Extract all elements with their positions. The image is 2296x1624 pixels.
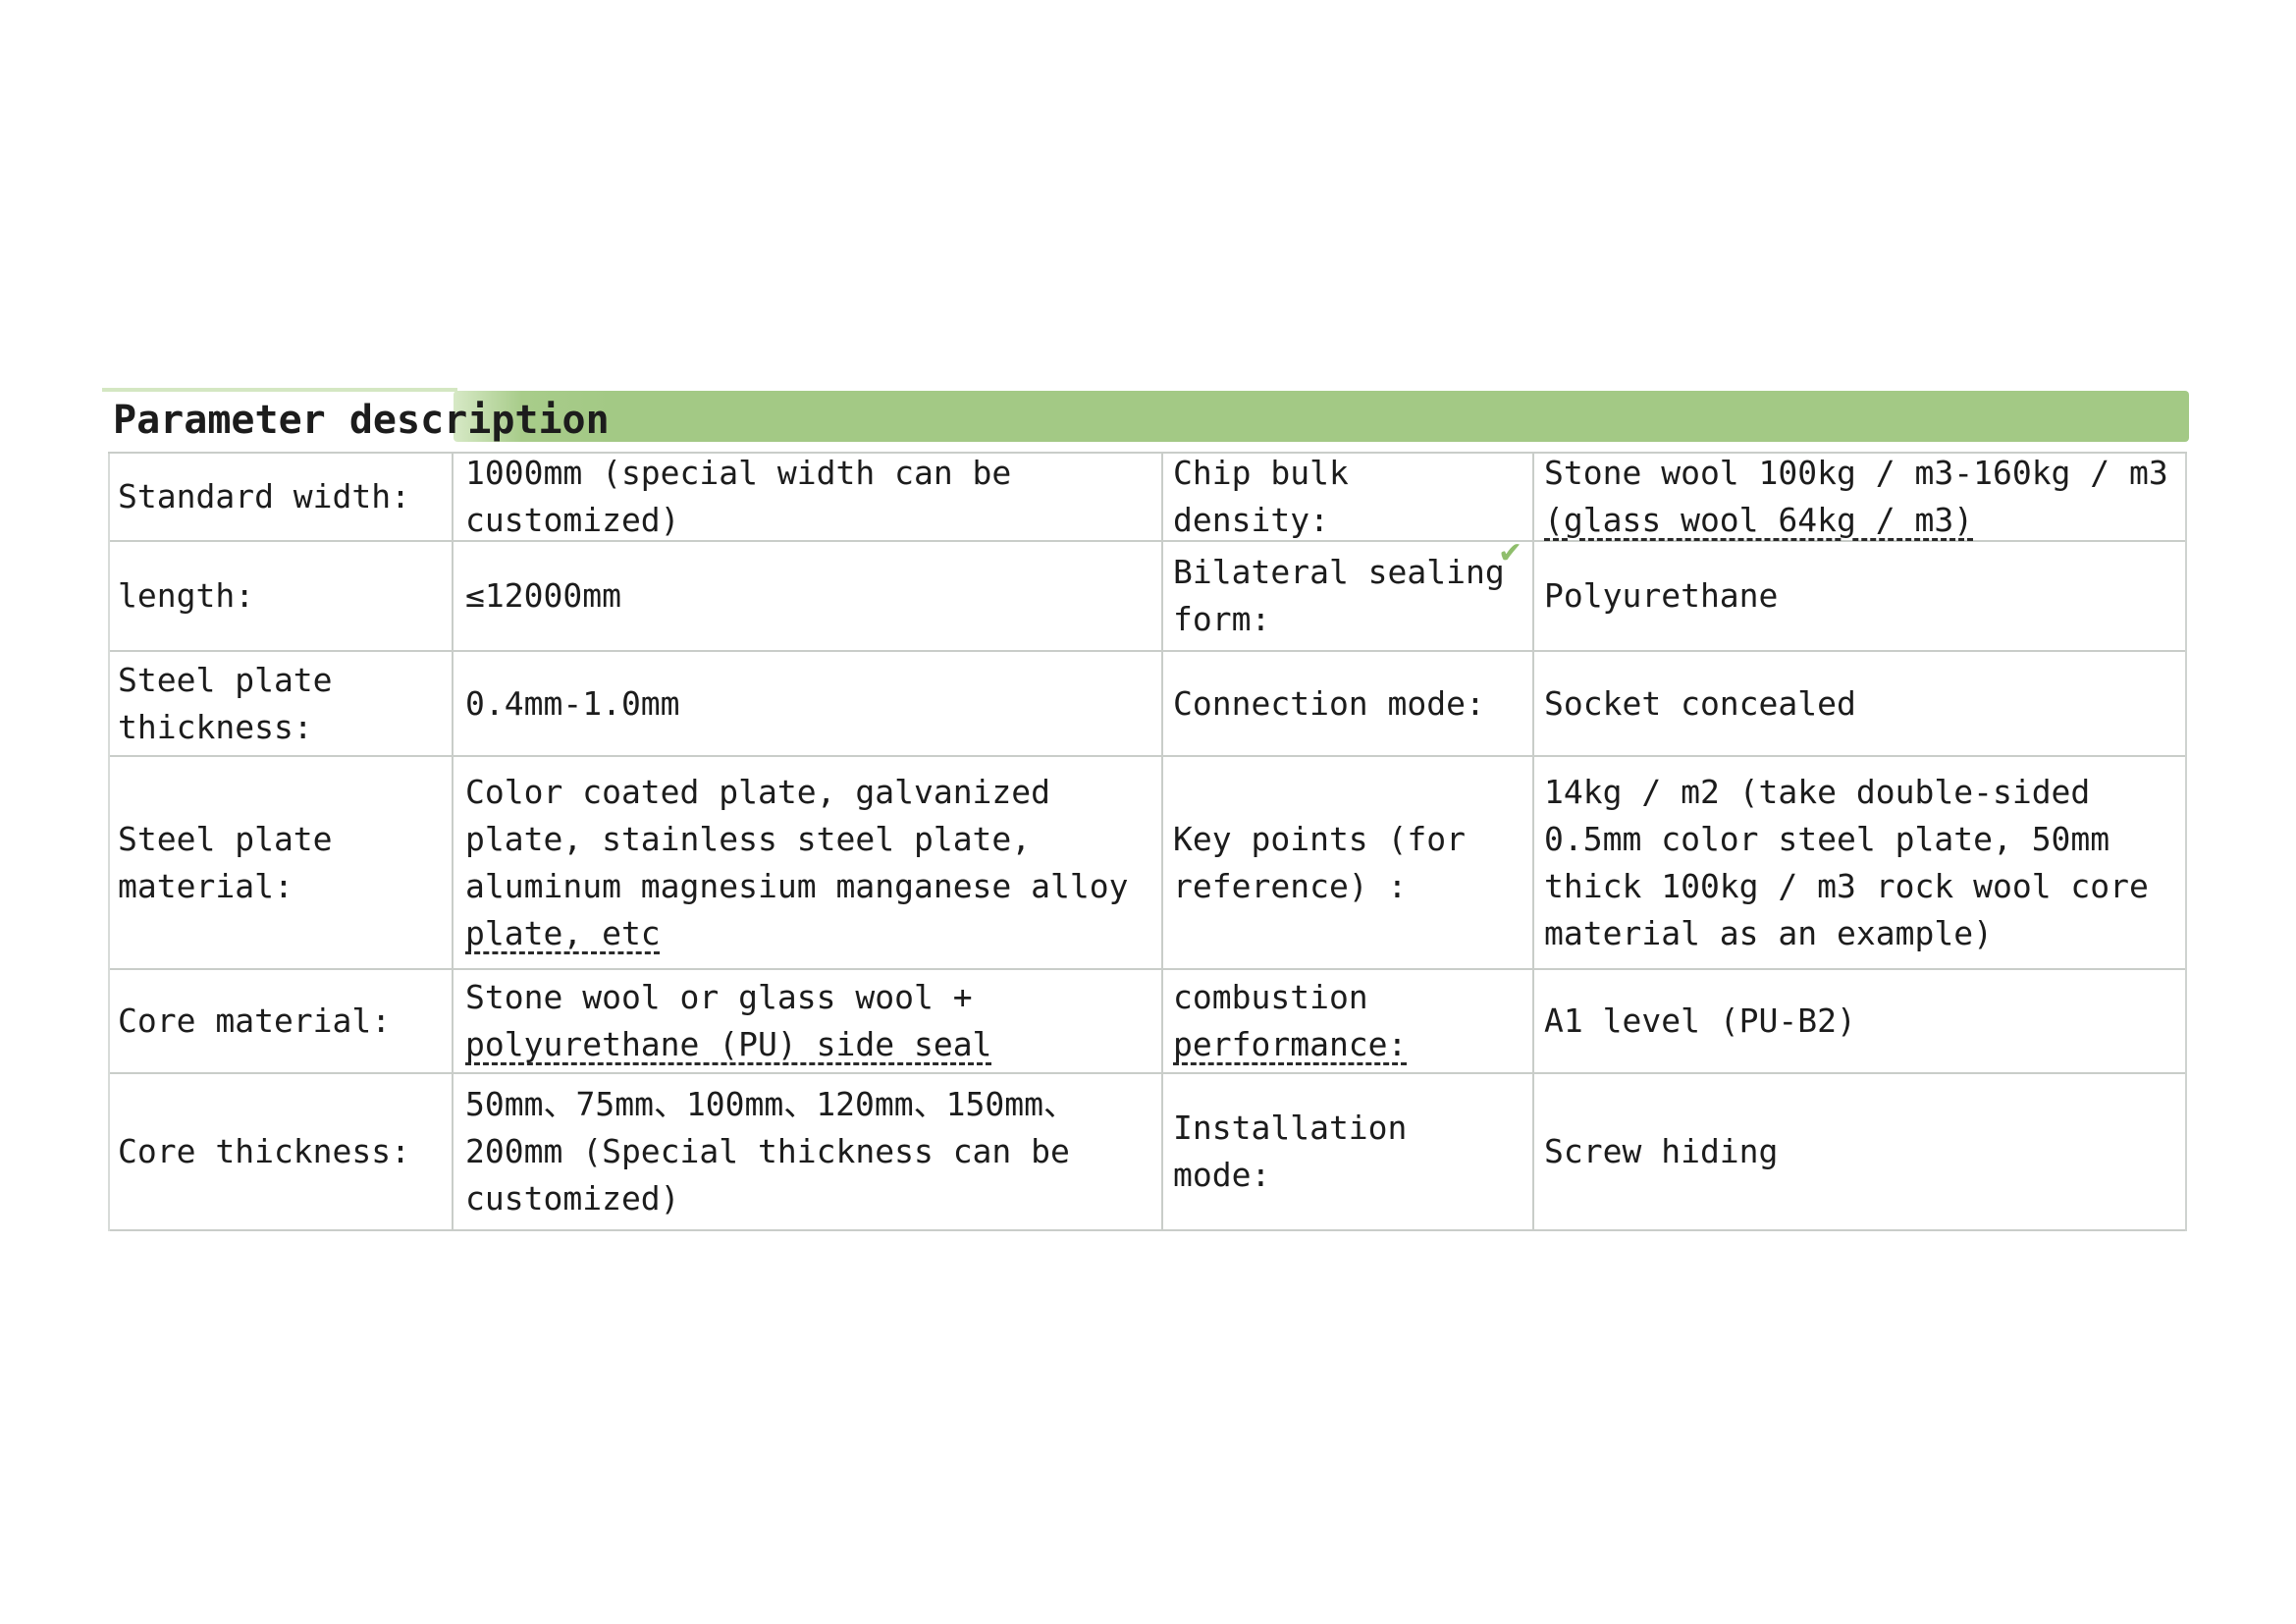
table-row: length: ≤12000mm Bilateral sealing form: Pol… bbox=[110, 542, 2185, 652]
cell-text-line: plate, etc bbox=[465, 913, 661, 952]
param-label-cell: combustion performance: bbox=[1161, 970, 1532, 1072]
cell-text-line: A1 level (PU-B2) bbox=[1544, 1001, 1856, 1040]
table-row: Core thickness: 50mm、75mm、100mm、120mm、150… bbox=[110, 1074, 2185, 1231]
table-row: Steel plate material: Color coated plate, … bbox=[110, 757, 2185, 970]
cell-text-line: 50mm、75mm、100mm、120mm、150mm、 bbox=[465, 1085, 1076, 1123]
cell-text-line: Stone wool or glass wool + bbox=[465, 978, 973, 1016]
cell-text-line: Stone wool 100kg / m3-160kg / m3 bbox=[1544, 454, 2168, 492]
param-label-cell: Standard width: bbox=[110, 454, 452, 540]
cell-text-line: material: bbox=[118, 866, 294, 905]
cell-text-line: 0.5mm color steel plate, 50mm bbox=[1544, 819, 2110, 858]
cell-text-line: Screw hiding bbox=[1544, 1132, 1779, 1170]
cell-text-line: (glass wool 64kg / m3) bbox=[1544, 501, 1974, 539]
table-body: Standard width: 1000mm (special width can… bbox=[108, 454, 2187, 1231]
param-label-cell: Chip bulk density: bbox=[1161, 454, 1532, 540]
cell-text-line: reference) : bbox=[1173, 866, 1408, 905]
table-row: Standard width: 1000mm (special width can… bbox=[110, 454, 2185, 542]
cell-text-line: Core thickness: bbox=[118, 1132, 411, 1170]
cell-text-line: length: bbox=[118, 576, 255, 615]
header-top-hairline bbox=[102, 388, 457, 392]
cell-text-line: aluminum magnesium manganese alloy bbox=[465, 866, 1129, 905]
param-value-cell: Socket concealed bbox=[1532, 652, 2185, 755]
param-label-cell: Connection mode: bbox=[1161, 652, 1532, 755]
cell-text-line: 14kg / m2 (take double-sided bbox=[1544, 772, 2091, 811]
param-value-cell: A1 level (PU-B2) bbox=[1532, 970, 2185, 1072]
cell-text-line: Steel plate bbox=[118, 660, 333, 699]
cell-text-line: thickness: bbox=[118, 707, 313, 746]
param-value-cell: ≤12000mm bbox=[452, 542, 1161, 650]
cell-text-line: Installation bbox=[1173, 1109, 1408, 1147]
param-value-cell: 0.4mm-1.0mm bbox=[452, 652, 1161, 755]
parameter-table: Parameter description Standard width: 100… bbox=[102, 387, 2189, 1231]
param-label-cell: Core thickness: bbox=[110, 1074, 452, 1229]
cell-text-line: Connection mode: bbox=[1173, 683, 1485, 723]
cell-text-line: Polyurethane bbox=[1544, 576, 1779, 615]
table-row: Steel plate thickness: 0.4mm-1.0mm Connecti… bbox=[110, 652, 2185, 757]
cell-text-line: 0.4mm-1.0mm bbox=[465, 683, 680, 723]
header-green-band bbox=[454, 391, 2189, 442]
param-label-cell: length: bbox=[110, 542, 452, 650]
cell-text-line: thick 100kg / m3 rock wool core bbox=[1544, 866, 2149, 905]
param-label-cell: Steel plate thickness: bbox=[110, 652, 452, 755]
param-label-cell: Steel plate material: bbox=[110, 757, 452, 968]
green-check-artifact: ✔ bbox=[1498, 536, 1523, 570]
param-label-cell: Core material: bbox=[110, 970, 452, 1072]
cell-text-line: customized) bbox=[465, 501, 680, 539]
cell-text-line: Standard width: bbox=[118, 477, 411, 515]
cell-text-line: form: bbox=[1173, 600, 1271, 638]
cell-text-line: plate, stainless steel plate, bbox=[465, 819, 1032, 858]
cell-text-line: combustion bbox=[1173, 978, 1368, 1016]
cell-text-line: ≤12000mm bbox=[465, 576, 621, 615]
cell-text-line: polyurethane (PU) side seal bbox=[465, 1025, 992, 1063]
param-value-cell: 14kg / m2 (take double-sided 0.5mm color … bbox=[1532, 757, 2185, 968]
cell-text-line: Chip bulk bbox=[1173, 454, 1349, 492]
cell-text-line: Steel plate bbox=[118, 819, 333, 858]
param-value-cell: Screw hiding bbox=[1532, 1074, 2185, 1229]
cell-text-line: Socket concealed bbox=[1544, 683, 1856, 723]
table-row: Core material: Stone wool or glass wool +… bbox=[110, 970, 2185, 1074]
cell-text-line: mode: bbox=[1173, 1156, 1271, 1194]
param-value-cell: 1000mm (special width can be customized) bbox=[452, 454, 1161, 540]
param-value-cell: 50mm、75mm、100mm、120mm、150mm、 200mm (Speci… bbox=[452, 1074, 1161, 1229]
param-label-cell: Bilateral sealing form: bbox=[1161, 542, 1532, 650]
cell-text-line: Color coated plate, galvanized bbox=[465, 772, 1051, 811]
cell-text-line: Bilateral sealing bbox=[1173, 553, 1505, 591]
cell-text-line: Core material: bbox=[118, 1001, 392, 1040]
cell-text-line: Key points (for bbox=[1173, 819, 1467, 858]
param-value-cell: Stone wool or glass wool + polyurethane (… bbox=[452, 970, 1161, 1072]
param-label-cell: Key points (for reference) : bbox=[1161, 757, 1532, 968]
cell-text-line: 200mm (Special thickness can be bbox=[465, 1132, 1070, 1170]
cell-text-line: performance: bbox=[1173, 1025, 1408, 1063]
cell-text-line: 1000mm (special width can be bbox=[465, 454, 1012, 492]
cell-text-line: material as an example) bbox=[1544, 913, 1993, 952]
param-value-cell: Polyurethane bbox=[1532, 542, 2185, 650]
param-label-cell: Installation mode: bbox=[1161, 1074, 1532, 1229]
cell-text-line: density: bbox=[1173, 501, 1329, 539]
table-header-row: Parameter description bbox=[102, 387, 2189, 454]
cell-text-line: customized) bbox=[465, 1179, 680, 1218]
param-value-cell: Color coated plate, galvanized plate, sta… bbox=[452, 757, 1161, 968]
page-title: Parameter description bbox=[113, 398, 610, 443]
param-value-cell: Stone wool 100kg / m3-160kg / m3 (glass w… bbox=[1532, 454, 2185, 540]
